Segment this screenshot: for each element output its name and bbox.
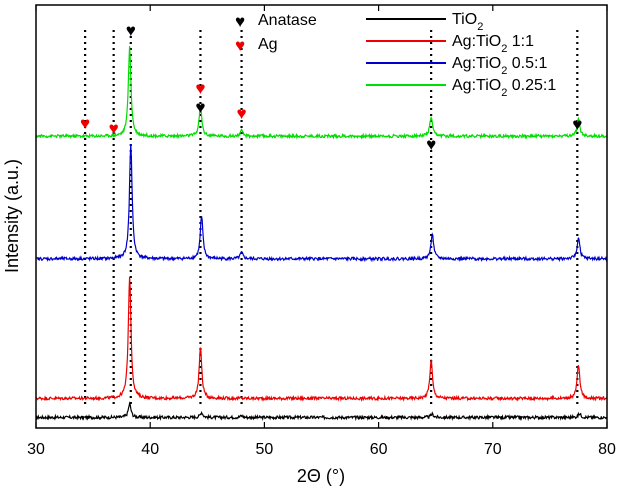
- marker-legend: ♥ Anatase ♥ Ag: [235, 12, 317, 55]
- series-line: [35, 143, 608, 263]
- x-tick-label: 70: [484, 441, 502, 458]
- series-legend-label: Ag:TiO2 0.25:1: [452, 77, 556, 99]
- anatase-marker: ♥: [426, 135, 436, 154]
- reference-lines: [84, 30, 579, 405]
- x-tick-label: 30: [27, 441, 45, 458]
- ag-marker: ♥: [109, 119, 119, 138]
- peak-markers: ♥♥♥♥♥ ♥♥♥: [80, 21, 582, 154]
- x-tick-label: 50: [256, 441, 274, 458]
- ag-marker: ♥: [237, 104, 247, 123]
- anatase-marker: ♥: [126, 21, 136, 40]
- x-tick-label: 60: [370, 441, 388, 458]
- series-line: [35, 401, 608, 422]
- ag-marker: ♥: [80, 114, 90, 133]
- x-axis-ticks: 30 40 50 60 70 80: [27, 5, 616, 458]
- ag-marker: ♥: [195, 79, 205, 98]
- series-line: [35, 276, 608, 403]
- y-axis-title: Intensity (a.u.): [2, 159, 22, 273]
- series-lines: [35, 46, 608, 422]
- series-legend-label: TiO2: [452, 11, 483, 33]
- anatase-marker: ♥: [195, 98, 205, 117]
- x-tick-label: 80: [598, 441, 616, 458]
- plot-frame: [35, 4, 608, 429]
- ag-legend-label: Ag: [258, 36, 278, 53]
- anatase-legend-label: Anatase: [258, 12, 317, 29]
- series-legend-label: Ag:TiO2 1:1: [452, 33, 534, 55]
- x-axis-title: 2Θ (°): [297, 466, 345, 486]
- anatase-legend-icon: ♥: [235, 12, 245, 31]
- anatase-marker: ♥: [572, 115, 582, 134]
- series-line: [35, 46, 608, 140]
- ag-legend-icon: ♥: [235, 36, 245, 55]
- series-legend-label: Ag:TiO2 0.5:1: [452, 55, 547, 77]
- x-tick-label: 40: [141, 441, 159, 458]
